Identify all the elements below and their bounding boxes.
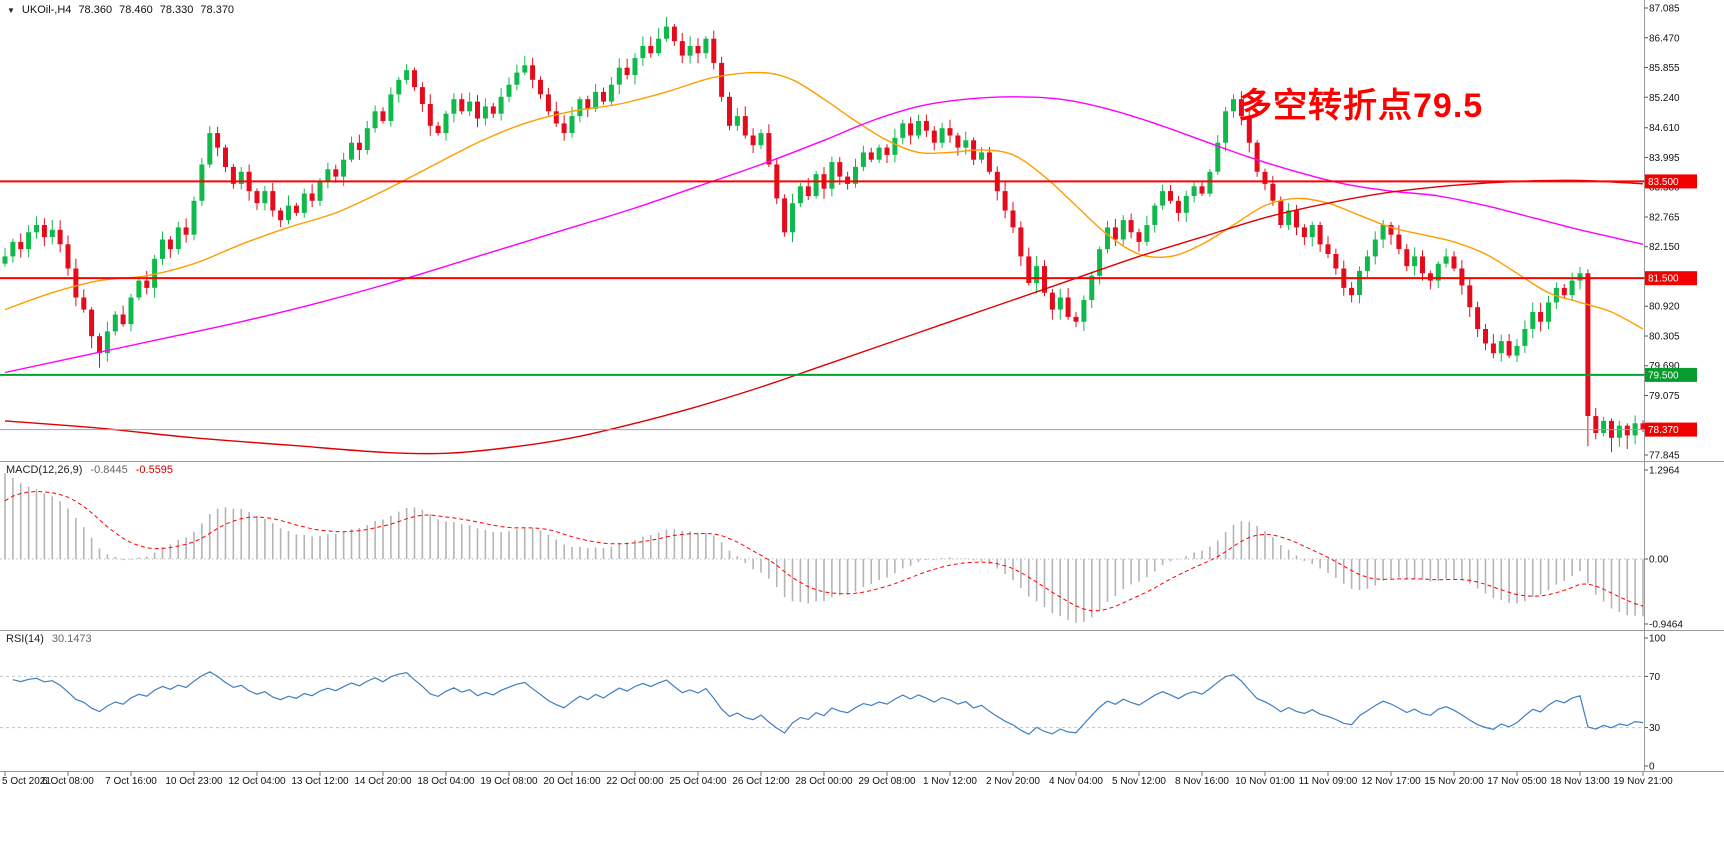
svg-text:79.075: 79.075 bbox=[1649, 391, 1680, 402]
price-badges: 83.500 81.500 79.500 78.370 bbox=[1645, 174, 1697, 437]
ohlc-high: 78.460 bbox=[119, 4, 153, 16]
svg-text:78.370: 78.370 bbox=[1648, 425, 1679, 436]
svg-text:14 Oct 20:00: 14 Oct 20:00 bbox=[354, 776, 412, 787]
svg-text:28 Oct 00:00: 28 Oct 00:00 bbox=[795, 776, 853, 787]
svg-text:12 Nov 17:00: 12 Nov 17:00 bbox=[1361, 776, 1421, 787]
svg-text:30: 30 bbox=[1649, 723, 1661, 734]
rsi-panel[interactable]: 100 70 30 0 bbox=[0, 634, 1666, 773]
svg-text:84.610: 84.610 bbox=[1649, 123, 1680, 134]
candlesticks[interactable] bbox=[2, 16, 1646, 453]
svg-text:17 Nov 05:00: 17 Nov 05:00 bbox=[1487, 776, 1547, 787]
svg-text:10 Oct 23:00: 10 Oct 23:00 bbox=[165, 776, 223, 787]
price-axis: 87.08586.47085.85585.24084.61083.99583.3… bbox=[1644, 4, 1680, 462]
ohlc-close: 78.370 bbox=[200, 4, 235, 16]
svg-text:26 Oct 12:00: 26 Oct 12:00 bbox=[732, 776, 790, 787]
svg-text:0: 0 bbox=[1649, 762, 1655, 773]
rsi-label: RSI(14) 30.1473 bbox=[6, 633, 92, 645]
ohlc-open: 78.360 bbox=[78, 4, 113, 16]
symbol-name: UKOil-,H4 bbox=[21, 4, 72, 16]
svg-text:4 Nov 04:00: 4 Nov 04:00 bbox=[1049, 776, 1103, 787]
svg-text:20 Oct 16:00: 20 Oct 16:00 bbox=[543, 776, 601, 787]
symbol-header: ▼ UKOil-,H4 78.360 78.460 78.330 78.370 bbox=[7, 4, 234, 16]
svg-text:87.085: 87.085 bbox=[1649, 4, 1680, 15]
svg-text:13 Oct 12:00: 13 Oct 12:00 bbox=[291, 776, 349, 787]
macd-name: MACD(12,26,9) bbox=[6, 464, 83, 476]
svg-text:7 Oct 16:00: 7 Oct 16:00 bbox=[105, 776, 157, 787]
svg-text:18 Oct 04:00: 18 Oct 04:00 bbox=[417, 776, 475, 787]
svg-text:77.845: 77.845 bbox=[1649, 451, 1680, 462]
svg-text:-0.9464: -0.9464 bbox=[1649, 620, 1683, 631]
svg-text:1.2964: 1.2964 bbox=[1649, 466, 1680, 477]
svg-text:18 Nov 13:00: 18 Nov 13:00 bbox=[1550, 776, 1610, 787]
svg-text:25 Oct 04:00: 25 Oct 04:00 bbox=[669, 776, 727, 787]
svg-text:1 Nov 12:00: 1 Nov 12:00 bbox=[923, 776, 977, 787]
svg-text:5 Nov 12:00: 5 Nov 12:00 bbox=[1112, 776, 1166, 787]
svg-text:12 Oct 04:00: 12 Oct 04:00 bbox=[228, 776, 286, 787]
svg-text:82.150: 82.150 bbox=[1649, 242, 1680, 253]
svg-text:79.500: 79.500 bbox=[1648, 370, 1679, 381]
chevron-down-icon[interactable]: ▼ bbox=[7, 5, 15, 15]
macd-panel[interactable]: 1.2964 0.00 -0.9464 bbox=[0, 466, 1683, 631]
svg-text:22 Oct 00:00: 22 Oct 00:00 bbox=[606, 776, 664, 787]
macd-main-value: -0.8445 bbox=[90, 464, 128, 476]
svg-text:80.305: 80.305 bbox=[1649, 332, 1680, 343]
svg-text:29 Oct 08:00: 29 Oct 08:00 bbox=[858, 776, 916, 787]
svg-text:0.00: 0.00 bbox=[1649, 555, 1669, 566]
annotation-text: 多空转折点79.5 bbox=[1238, 87, 1484, 125]
svg-text:70: 70 bbox=[1649, 672, 1661, 683]
svg-text:8 Nov 16:00: 8 Nov 16:00 bbox=[1175, 776, 1229, 787]
ma-slow-red bbox=[4, 179, 1644, 455]
svg-text:15 Nov 20:00: 15 Nov 20:00 bbox=[1424, 776, 1484, 787]
svg-text:5 Oct 2021: 5 Oct 2021 bbox=[2, 776, 51, 787]
svg-text:79.690: 79.690 bbox=[1649, 361, 1680, 372]
macd-signal-value: -0.5595 bbox=[135, 464, 174, 476]
ohlc-low: 78.330 bbox=[159, 4, 194, 16]
horizontal-lines[interactable] bbox=[0, 180, 1645, 431]
svg-text:10 Nov 01:00: 10 Nov 01:00 bbox=[1235, 776, 1295, 787]
svg-text:2 Nov 20:00: 2 Nov 20:00 bbox=[986, 776, 1040, 787]
svg-text:85.240: 85.240 bbox=[1649, 93, 1680, 104]
rsi-line bbox=[12, 671, 1644, 736]
macd-signal-line bbox=[4, 490, 1644, 612]
ma-mid-magenta bbox=[4, 96, 1644, 374]
svg-text:81.500: 81.500 bbox=[1648, 274, 1679, 285]
rsi-value: 30.1473 bbox=[51, 633, 92, 645]
svg-text:19 Nov 21:00: 19 Nov 21:00 bbox=[1613, 776, 1673, 787]
svg-text:19 Oct 08:00: 19 Oct 08:00 bbox=[480, 776, 538, 787]
svg-text:82.765: 82.765 bbox=[1649, 213, 1680, 224]
svg-text:83.995: 83.995 bbox=[1649, 153, 1680, 164]
ma-fast-orange bbox=[4, 71, 1644, 330]
svg-text:6 Oct 08:00: 6 Oct 08:00 bbox=[42, 776, 94, 787]
rsi-name: RSI(14) bbox=[6, 633, 44, 645]
moving-averages bbox=[4, 71, 1644, 455]
svg-text:86.470: 86.470 bbox=[1649, 33, 1680, 44]
svg-text:85.855: 85.855 bbox=[1649, 63, 1680, 74]
svg-text:11 Nov 09:00: 11 Nov 09:00 bbox=[1299, 776, 1358, 787]
svg-text:80.920: 80.920 bbox=[1649, 302, 1680, 313]
svg-text:83.500: 83.500 bbox=[1648, 177, 1679, 188]
panel-separators bbox=[0, 0, 1724, 772]
macd-label: MACD(12,26,9) -0.8445 -0.5595 bbox=[6, 464, 173, 476]
svg-text:100: 100 bbox=[1649, 634, 1666, 645]
